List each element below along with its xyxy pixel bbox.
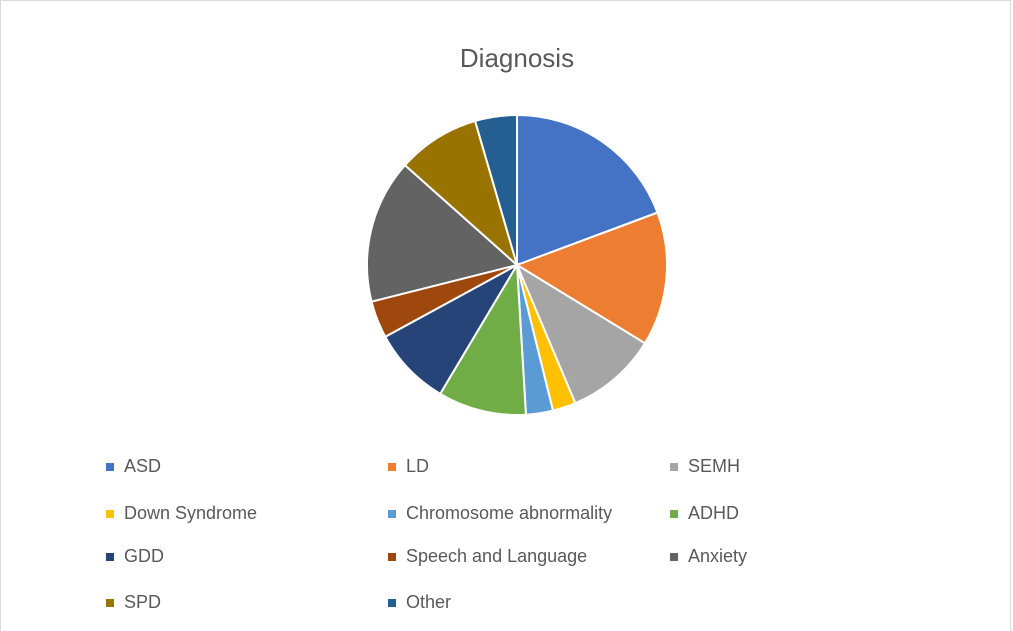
- pie-slice: [403, 119, 519, 269]
- legend-swatch: [106, 510, 114, 518]
- legend-label: GDD: [124, 546, 164, 566]
- legend-swatch: [388, 463, 396, 471]
- legend-swatch: [388, 553, 396, 561]
- legend-swatch: [670, 510, 678, 518]
- pie-slice: [438, 261, 528, 416]
- legend-label: SPD: [124, 592, 161, 612]
- legend-label: Other: [406, 592, 451, 612]
- chart-title: Diagnosis: [460, 43, 574, 73]
- legend-swatch: [670, 463, 678, 471]
- legend-label: ASD: [124, 456, 161, 476]
- pie-slice: [514, 262, 647, 405]
- legend-swatch: [106, 463, 114, 471]
- legend-label: ADHD: [688, 503, 739, 523]
- legend-swatch: [388, 510, 396, 518]
- legend-label: Speech and Language: [406, 546, 587, 566]
- legend-label: Anxiety: [688, 546, 747, 566]
- pie-slice: [473, 113, 518, 266]
- legend-label: SEMH: [688, 456, 740, 476]
- legend-label: Chromosome abnormality: [406, 503, 612, 523]
- pie-slice: [366, 163, 520, 303]
- legend-swatch: [106, 553, 114, 561]
- pie-slice: [516, 113, 659, 267]
- pie-slice: [514, 211, 668, 345]
- legend-swatch: [106, 599, 114, 607]
- legend-label: Down Syndrome: [124, 503, 257, 523]
- legend-label: LD: [406, 456, 429, 476]
- legend-swatch: [670, 553, 678, 561]
- legend-swatch: [388, 599, 396, 607]
